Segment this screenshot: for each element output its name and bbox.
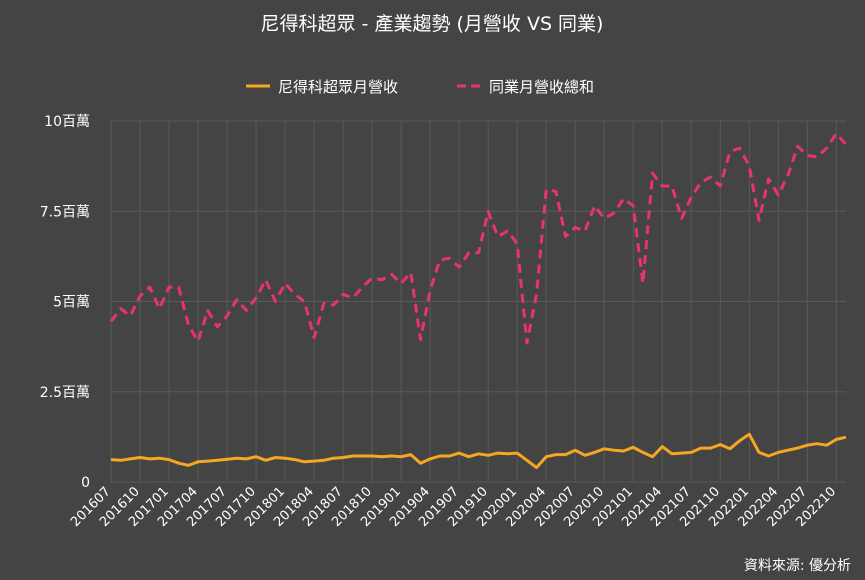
y-tick-label: 5百萬 bbox=[53, 295, 90, 311]
legend-item-company: 尼得科超眾月營收 bbox=[246, 78, 398, 96]
chart-title: 尼得科超眾 - 產業趨勢 (月營收 VS 同業) bbox=[261, 13, 604, 35]
series-line-company bbox=[110, 432, 847, 470]
x-axis-ticks: 2016072016102017012017042017072017102018… bbox=[68, 484, 839, 530]
y-axis-ticks: 0 2.5百萬 5百萬 7.5百萬 10百萬 bbox=[40, 114, 90, 491]
series-line-industry bbox=[109, 132, 848, 345]
legend-label-company: 尼得科超眾月營收 bbox=[278, 78, 398, 96]
legend-item-industry: 同業月營收總和 bbox=[457, 78, 594, 96]
legend: 尼得科超眾月營收 同業月營收總和 bbox=[246, 78, 594, 96]
y-tick-label: 7.5百萬 bbox=[40, 204, 90, 220]
y-tick-label: 0 bbox=[81, 475, 90, 491]
grid-layer bbox=[110, 120, 846, 483]
legend-label-industry: 同業月營收總和 bbox=[489, 78, 594, 96]
series-layer bbox=[109, 132, 848, 470]
source-note: 資料來源: 優分析 bbox=[744, 558, 851, 574]
y-tick-label: 2.5百萬 bbox=[40, 385, 90, 401]
y-tick-label: 10百萬 bbox=[44, 114, 90, 130]
